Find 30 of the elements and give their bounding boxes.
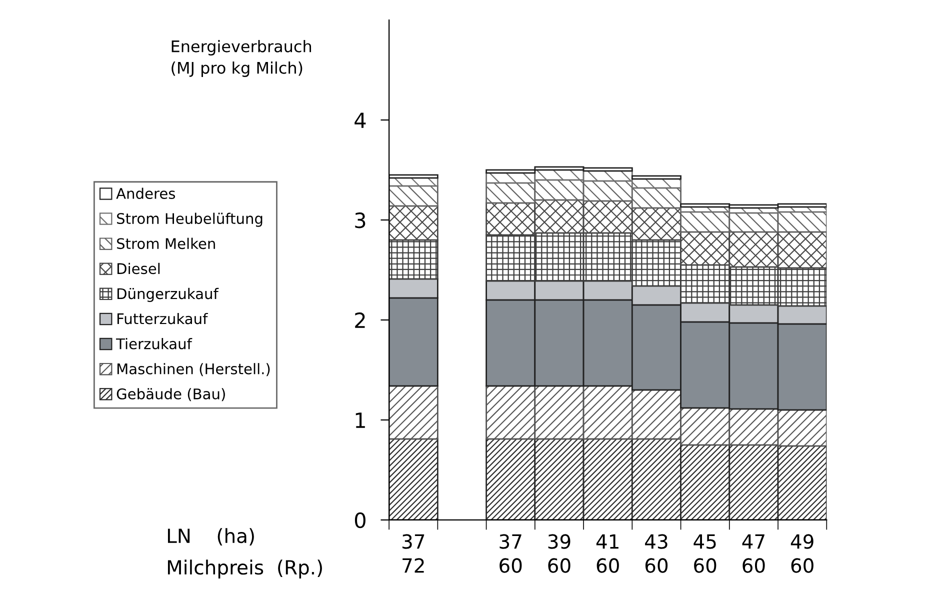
legend-label: Futterzukauf [117,312,208,324]
text: Milchpreis (Rp.) [168,560,322,578]
legend-label: Diesel [117,262,160,274]
x-tick-label: 49 60 [790,534,814,573]
y-tick-label: 1 [356,412,365,428]
x-tick-label: 41 60 [596,534,619,573]
x-tick-label: 37 60 [500,534,522,573]
legend-label: Strom Melken [117,238,215,250]
bar [389,438,438,520]
legend-label: Anderes [116,188,176,199]
bar [389,185,438,207]
text: LN (ha) [168,528,254,546]
x-tick-label: 37 72 [402,534,424,573]
legend-label: Strom Heubelüftung [117,212,262,227]
y-tick-label: 3 [355,212,366,228]
y-tick-label: 0 [354,512,366,528]
legend-label: Tierzukauf [116,338,192,350]
x-tick-label: 45 60 [694,534,716,573]
y-axis-title: Energieverbrauch (MJ pro kg Milch) [172,40,312,77]
legend-label: Düngerzukauf [117,288,219,302]
y-tick-label: 2 [355,312,365,328]
legend-label: Gebäude (Bau) [116,388,225,402]
x-tick-label: 43 60 [645,534,668,573]
bar [389,174,438,179]
x-tick-label: 39 60 [548,534,570,573]
bar [631,175,682,180]
bar [389,385,438,440]
y-tick-label: 4 [354,112,366,128]
x-tick-label: 47 60 [742,534,765,573]
legend-label: Maschinen (Herstell.) [117,363,270,376]
